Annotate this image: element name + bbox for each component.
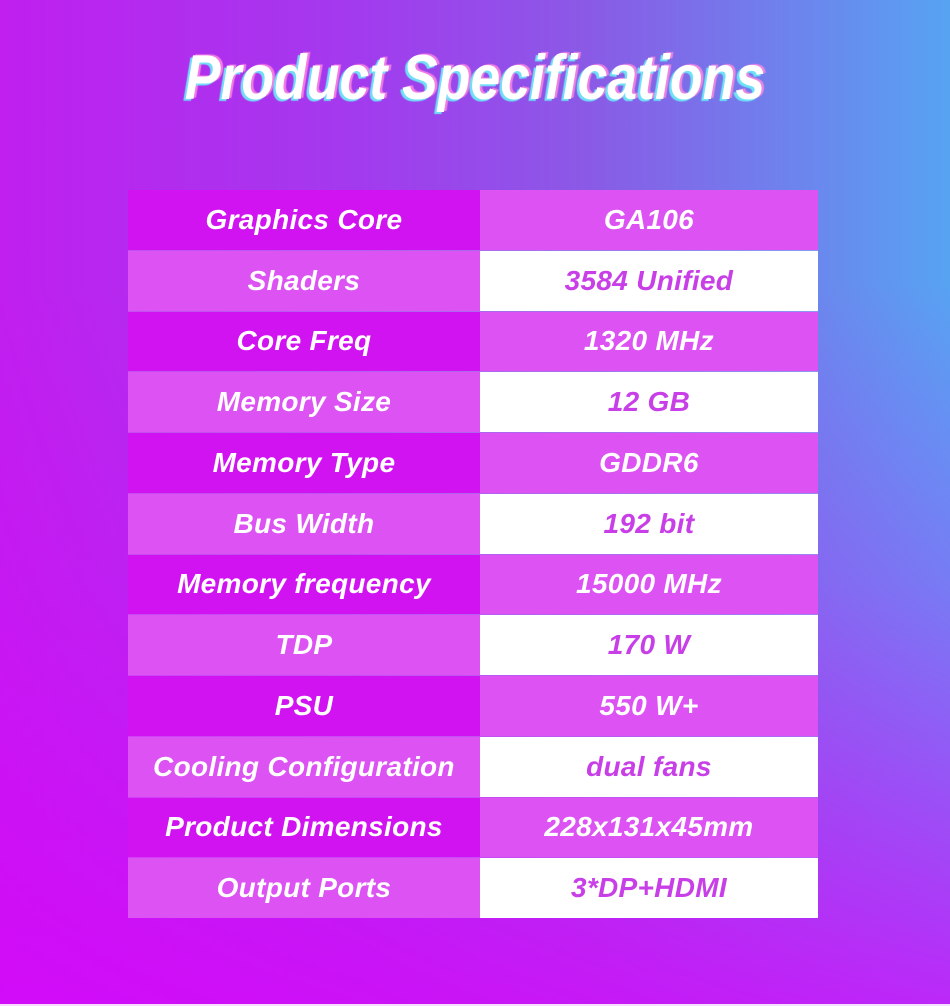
spec-value: 3584 Unified	[564, 264, 734, 296]
spec-value-cell: 3584 Unified	[479, 250, 818, 311]
spec-value-cell: 15000 MHz	[479, 554, 818, 615]
spec-label-cell: Bus Width	[128, 493, 480, 554]
spec-label: Output Ports	[216, 872, 392, 904]
spec-value-cell: 12 GB	[479, 372, 818, 432]
spec-label-cell: Core Freq	[128, 311, 480, 372]
spec-label-cell: Output Ports	[128, 858, 480, 918]
spec-label: Cooling Configuration	[153, 750, 455, 782]
spec-label-cell: Product Dimensions	[128, 797, 480, 858]
spec-table-row: Product Dimensions 228x131x45mm	[128, 796, 818, 858]
spec-value: 192 bit	[603, 507, 695, 539]
spec-label-cell: Graphics Core	[128, 190, 480, 250]
spec-label-cell: Memory Type	[128, 433, 480, 493]
spec-value: GDDR6	[599, 446, 699, 478]
spec-value: 550 W+	[599, 689, 699, 721]
spec-table-row: Memory Type GDDR6	[128, 432, 818, 493]
spec-value-cell: 192 bit	[479, 493, 818, 554]
spec-label-cell: Memory frequency	[128, 554, 480, 615]
spec-label: Core Freq	[236, 325, 372, 357]
spec-label: PSU	[274, 689, 334, 721]
spec-label: Graphics Core	[205, 203, 403, 235]
spec-value-cell: GDDR6	[479, 433, 818, 493]
spec-label: Memory Size	[216, 386, 392, 418]
spec-value: 3*DP+HDMI	[570, 872, 727, 904]
spec-table: Graphics Core GA106 Shaders 3584 Unified…	[128, 190, 818, 918]
spec-value: 1320 MHz	[583, 325, 714, 357]
spec-label: Memory frequency	[177, 568, 431, 600]
spec-value: 15000 MHz	[575, 568, 722, 600]
spec-value-cell: dual fans	[479, 736, 818, 797]
spec-value: 170 W	[607, 629, 691, 661]
spec-table-row: PSU 550 W+	[128, 675, 818, 736]
spec-table-row: Output Ports 3*DP+HDMI	[128, 857, 818, 918]
page-title: Product Specifications	[184, 43, 766, 113]
spec-table-row: Bus Width 192 bit	[128, 492, 818, 554]
spec-value: 12 GB	[607, 386, 691, 418]
spec-value-cell: 228x131x45mm	[479, 797, 818, 858]
spec-table-row: Memory Size 12 GB	[128, 371, 818, 432]
spec-label-cell: Shaders	[128, 250, 480, 311]
spec-label: Shaders	[247, 264, 361, 296]
spec-value-cell: 550 W+	[479, 676, 818, 736]
spec-table-row: Shaders 3584 Unified	[128, 249, 818, 311]
spec-value: GA106	[603, 203, 695, 235]
spec-label-cell: Memory Size	[128, 372, 480, 432]
spec-label-cell: PSU	[128, 676, 480, 736]
spec-value: 228x131x45mm	[544, 811, 754, 843]
spec-value-cell: GA106	[479, 190, 818, 250]
spec-value: dual fans	[586, 750, 712, 782]
spec-table-row: Memory frequency 15000 MHz	[128, 553, 818, 615]
spec-table-row: Core Freq 1320 MHz	[128, 310, 818, 372]
spec-label: Product Dimensions	[165, 811, 443, 843]
spec-label-cell: TDP	[128, 615, 480, 675]
spec-value-cell: 1320 MHz	[479, 311, 818, 372]
spec-value-cell: 3*DP+HDMI	[479, 858, 818, 918]
spec-value-cell: 170 W	[479, 615, 818, 675]
spec-table-row: Graphics Core GA106	[128, 190, 818, 250]
bottom-edge-line	[0, 1004, 950, 1006]
spec-table-row: TDP 170 W	[128, 614, 818, 675]
spec-label: Bus Width	[233, 507, 375, 539]
spec-label-cell: Cooling Configuration	[128, 736, 480, 797]
spec-label: TDP	[275, 629, 333, 661]
spec-table-row: Cooling Configuration dual fans	[128, 735, 818, 797]
spec-label: Memory Type	[212, 446, 396, 478]
